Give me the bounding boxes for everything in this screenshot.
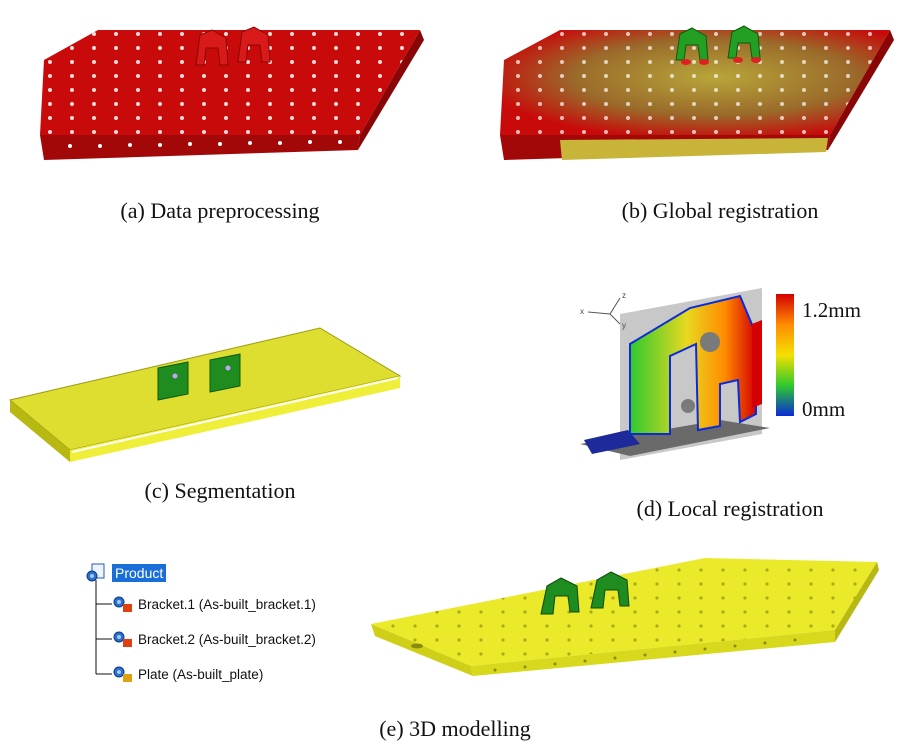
tree-item-label: Plate (As-built_plate) [138,666,264,682]
product-tree: Product Bracket.1 (As-built_bracket.1) B… [82,556,382,696]
axis-x-label: x [580,307,584,316]
colorbar [776,294,794,416]
panel-d-local-registration: z x y [580,288,794,460]
tree-item-label: Bracket.2 (As-built_bracket.2) [138,631,316,647]
part-icon [112,594,134,614]
colorbar-max-label: 1.2mm [802,298,861,322]
panel-e-brackets [540,571,630,615]
tree-root-label: Product [112,564,167,582]
part-icon [112,664,134,684]
tree-item-bracket-1[interactable]: Bracket.1 (As-built_bracket.1) [112,593,316,615]
panel-c-segmentation [8,327,402,462]
caption-c: (c) Segmentation [144,478,296,503]
tree-root[interactable]: Product [86,562,167,584]
colorbar-min-label: 0mm [802,397,846,421]
tree-item-bracket-2[interactable]: Bracket.2 (As-built_bracket.2) [112,628,316,650]
axis-y-label: y [622,321,626,330]
part-icon [112,629,134,649]
panel-b-registration [500,25,894,160]
panel-e-3d-model [371,558,879,676]
panel-a-point-cloud [40,26,424,160]
axis-z-label: z [622,291,626,300]
tree-lines [95,580,112,675]
panel-a-brackets [195,26,271,66]
caption-d: (d) Local registration [636,496,824,521]
caption-a: (a) Data preprocessing [120,198,320,223]
caption-e: (e) 3D modelling [379,716,531,741]
panel-c-brackets [157,353,241,401]
panel-b-brackets [675,25,761,61]
tree-item-label: Bracket.1 (As-built_bracket.1) [138,596,316,612]
caption-b: (b) Global registration [621,198,819,223]
tree-item-plate[interactable]: Plate (As-built_plate) [112,663,263,685]
axes-triad [587,297,621,325]
product-icon [86,563,108,583]
